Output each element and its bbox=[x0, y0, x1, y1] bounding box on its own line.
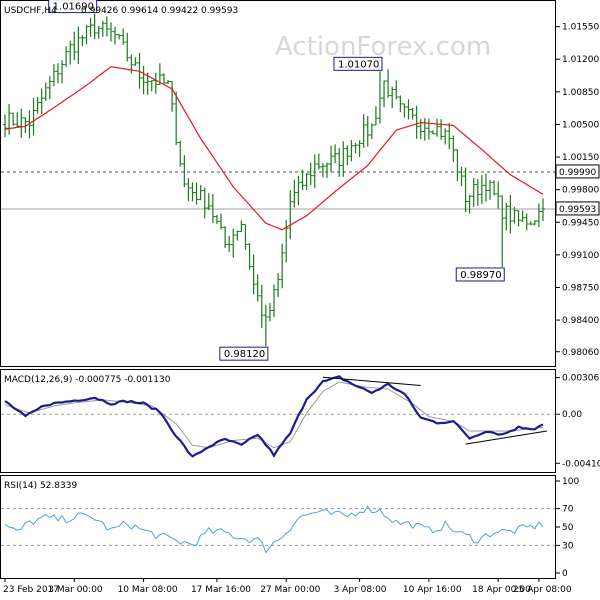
price-annotation-label: 1.01690 bbox=[53, 2, 94, 13]
price-y-tick-label: 0.98400 bbox=[562, 316, 599, 326]
price-layer: 1.01690 0.98120 1.01070 0.98970 bbox=[1, 0, 555, 361]
price-annotation-box bbox=[333, 56, 383, 71]
price-y-tick-label: 1.01200 bbox=[562, 55, 599, 65]
x-tick-label: 17 Mar 16:00 bbox=[191, 585, 251, 595]
rsi-y-tick-label: 100 bbox=[562, 477, 579, 487]
macd-line bbox=[4, 375, 544, 458]
macd-y-tick-label: 0.00 bbox=[562, 410, 582, 420]
macd-y-tick-label: 0.003063 bbox=[562, 374, 600, 384]
price-y-tick-label: 1.00850 bbox=[562, 88, 599, 98]
rsi-y-tick-label: 70 bbox=[562, 505, 574, 515]
price-y-tick-label: 0.98060 bbox=[562, 348, 599, 358]
macd-panel-frame bbox=[0, 369, 556, 473]
price-y-tick-label: 0.99100 bbox=[562, 251, 599, 261]
x-tick-label: 27 Mar 00:00 bbox=[260, 585, 320, 595]
macd-trendline bbox=[322, 376, 421, 387]
rsi-y-tick-label: 30 bbox=[562, 541, 574, 551]
current-price-tag: 0.99593 bbox=[559, 205, 596, 215]
x-tick-label: 10 Mar 08:00 bbox=[118, 585, 178, 595]
ohlc-low: 0.99422 bbox=[161, 6, 198, 16]
price-annotation-box bbox=[48, 0, 98, 14]
x-tick-label: 23 Feb 2017 bbox=[3, 585, 59, 595]
price-panel-frame bbox=[0, 0, 556, 367]
x-tick-label: 18 Apr 00:00 bbox=[472, 585, 531, 595]
price-y-tick-label: 0.98750 bbox=[562, 283, 599, 293]
price-y-tick-label: 1.00500 bbox=[562, 120, 599, 130]
rsi-layer bbox=[1, 505, 555, 554]
current-price-tag-box bbox=[555, 201, 600, 216]
x-tick-label: 10 Apr 16:00 bbox=[403, 585, 462, 595]
price-y-tick-label: 1.01550 bbox=[562, 23, 599, 33]
symbol-label: USDCHF,H4 bbox=[4, 6, 57, 16]
rsi-y-tick-label: 50 bbox=[562, 523, 574, 533]
price-y-tick-label: 1.00150 bbox=[562, 153, 599, 163]
reference-level-tag-box bbox=[555, 164, 600, 179]
reference-level-tag: 0.99990 bbox=[559, 168, 596, 178]
price-annotation-label: 1.01070 bbox=[338, 59, 379, 70]
rsi-label: RSI(14) 52.8339 bbox=[4, 481, 77, 491]
price-annotation-box bbox=[219, 346, 269, 361]
price-annotation-label: 0.98970 bbox=[460, 270, 501, 281]
macd-label: MACD(12,26,9) -0.000775 -0.001130 bbox=[4, 375, 171, 385]
moving-average-line bbox=[4, 66, 544, 231]
x-tick-label: 3 Apr 08:00 bbox=[334, 585, 387, 595]
price-y-tick-label: 0.99450 bbox=[562, 218, 599, 228]
price-y-tick-label: 0.99800 bbox=[562, 186, 599, 196]
x-tick-label: 25 Apr 08:00 bbox=[513, 585, 572, 595]
macd-trendline bbox=[465, 430, 548, 445]
rsi-line bbox=[4, 505, 544, 554]
ohlc-close: 0.99593 bbox=[201, 6, 238, 16]
price-annotation-box bbox=[455, 267, 505, 282]
watermark: ActionForex.com bbox=[275, 32, 491, 62]
axis-layer: 1.01550 1.01200 1.00850 1.00500 1.00150 0.998… bbox=[3, 23, 600, 595]
ohlc-high: 0.99614 bbox=[121, 6, 158, 16]
macd-layer bbox=[1, 375, 555, 458]
rsi-y-tick-label: 0 bbox=[562, 569, 568, 579]
price-annotation-label: 0.98120 bbox=[224, 349, 265, 360]
ohlc-open: 0.99426 bbox=[81, 6, 118, 16]
macd-y-tick-label: -0.004104 bbox=[562, 459, 600, 469]
rsi-panel-frame bbox=[0, 475, 556, 579]
macd-signal-line bbox=[4, 381, 544, 449]
x-tick-label: 3 Mar 00:00 bbox=[48, 585, 103, 595]
